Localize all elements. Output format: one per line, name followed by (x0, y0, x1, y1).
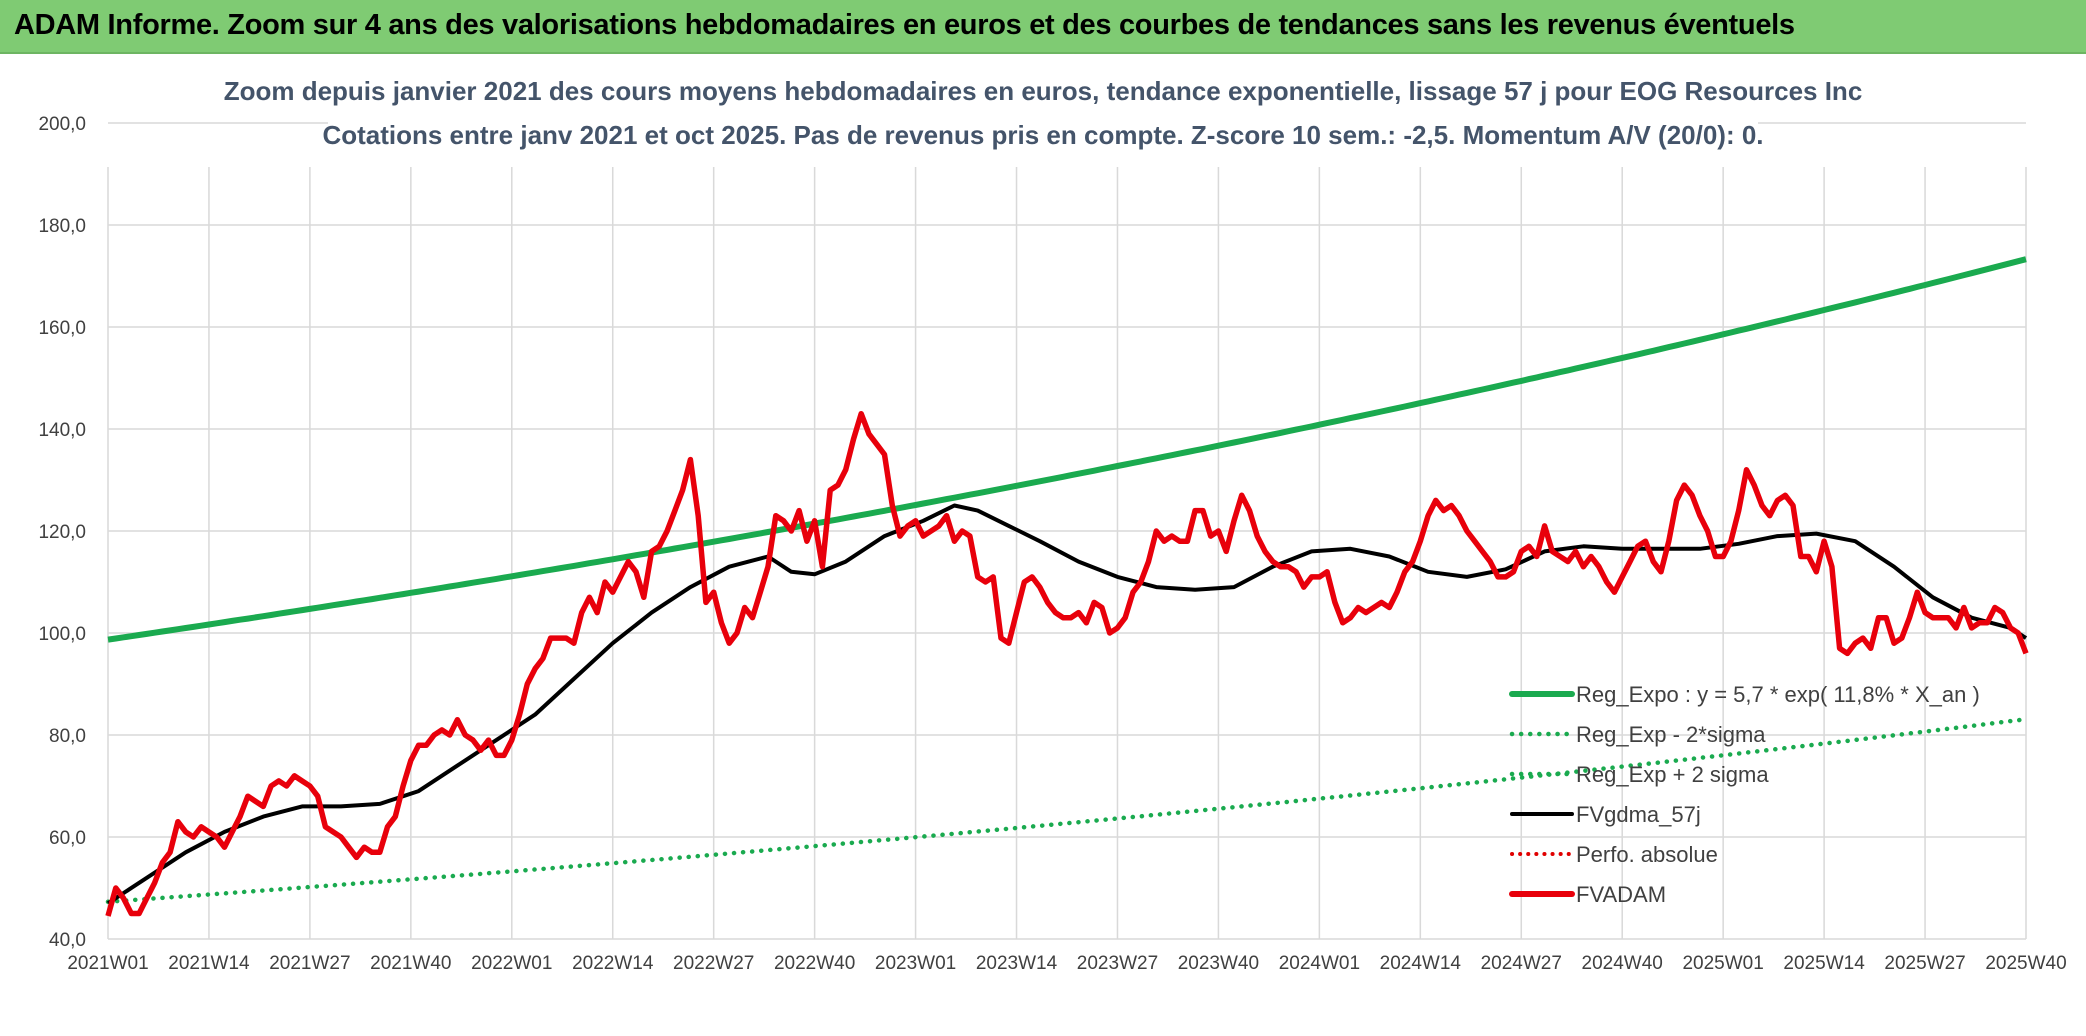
x-tick-label: 2022W01 (471, 953, 552, 974)
x-tick-label: 2022W27 (673, 953, 754, 974)
title-backdrop (328, 116, 1758, 156)
fvadam-line (105, 410, 2029, 917)
x-tick-label: 2022W40 (774, 953, 855, 974)
legend-label: FVADAM (1576, 882, 1666, 907)
legend-label: Reg_Expo : y = 5,7 * exp( 11,8% * X_an ) (1576, 682, 1980, 707)
x-tick-label: 2023W40 (1178, 953, 1259, 974)
grid-lines (107, 122, 2027, 940)
x-tick-label: 2024W14 (1380, 953, 1462, 974)
x-tick-label: 2022W14 (572, 953, 654, 974)
x-axis-ticks: 2021W01 2021W14 2021W27 2021W40 2022W01 2022W… (67, 953, 2066, 974)
y-tick-label: 180,0 (38, 216, 86, 237)
reg-exp-minus-2sigma-line (105, 716, 2029, 905)
x-tick-label: 2023W01 (875, 953, 956, 974)
line-chart: 40,0 60,0 80,0 100,0 120,0 140,0 160,0 180,0 200… (38, 72, 2067, 974)
x-tick-label: 2025W40 (1985, 953, 2066, 974)
y-tick-label: 40,0 (49, 930, 86, 951)
y-tick-label: 120,0 (38, 522, 86, 543)
x-tick-label: 2023W14 (976, 953, 1058, 974)
y-tick-label: 80,0 (49, 726, 86, 747)
y-tick-label: 200,0 (38, 114, 86, 135)
x-tick-label: 2025W27 (1884, 953, 1965, 974)
x-tick-label: 2025W01 (1682, 953, 1763, 974)
x-tick-label: 2023W27 (1077, 953, 1158, 974)
chart-area: 40,0 60,0 80,0 100,0 120,0 140,0 160,0 180,0 200… (0, 54, 2086, 1031)
y-tick-label: 140,0 (38, 420, 86, 441)
chart-title: Zoom depuis janvier 2021 des cours moyen… (224, 72, 1863, 156)
series-lines (105, 256, 2029, 917)
x-tick-label: 2024W27 (1481, 953, 1562, 974)
chart-title-line: Zoom depuis janvier 2021 des cours moyen… (224, 76, 1863, 106)
x-tick-label: 2021W01 (67, 953, 148, 974)
y-tick-label: 60,0 (49, 828, 86, 849)
legend-label: Reg_Exp - 2*sigma (1576, 722, 1766, 747)
x-tick-label: 2024W40 (1582, 953, 1663, 974)
x-tick-label: 2021W14 (168, 953, 250, 974)
y-tick-label: 100,0 (38, 624, 86, 645)
legend-label: Perfo. absolue (1576, 842, 1718, 867)
x-tick-label: 2025W14 (1783, 953, 1865, 974)
x-tick-label: 2021W27 (269, 953, 350, 974)
y-axis-ticks: 40,0 60,0 80,0 100,0 120,0 140,0 160,0 180,0 200… (38, 114, 86, 951)
y-tick-label: 160,0 (38, 318, 86, 339)
reg-expo-line (107, 256, 2027, 643)
legend-label: FVgdma_57j (1576, 802, 1701, 827)
x-tick-label: 2021W40 (370, 953, 451, 974)
title-backdrop (303, 72, 1783, 112)
x-tick-label: 2024W01 (1279, 953, 1360, 974)
report-banner: ADAM Informe. Zoom sur 4 ans des valoris… (0, 0, 2086, 54)
legend-label: Reg_Exp + 2 sigma (1576, 762, 1769, 787)
report-title: ADAM Informe. Zoom sur 4 ans des valoris… (14, 9, 1795, 41)
chart-legend: Reg_Expo : y = 5,7 * exp( 11,8% * X_an )… (1509, 682, 1980, 907)
chart-title-line: Cotations entre janv 2021 et oct 2025. P… (322, 120, 1763, 150)
